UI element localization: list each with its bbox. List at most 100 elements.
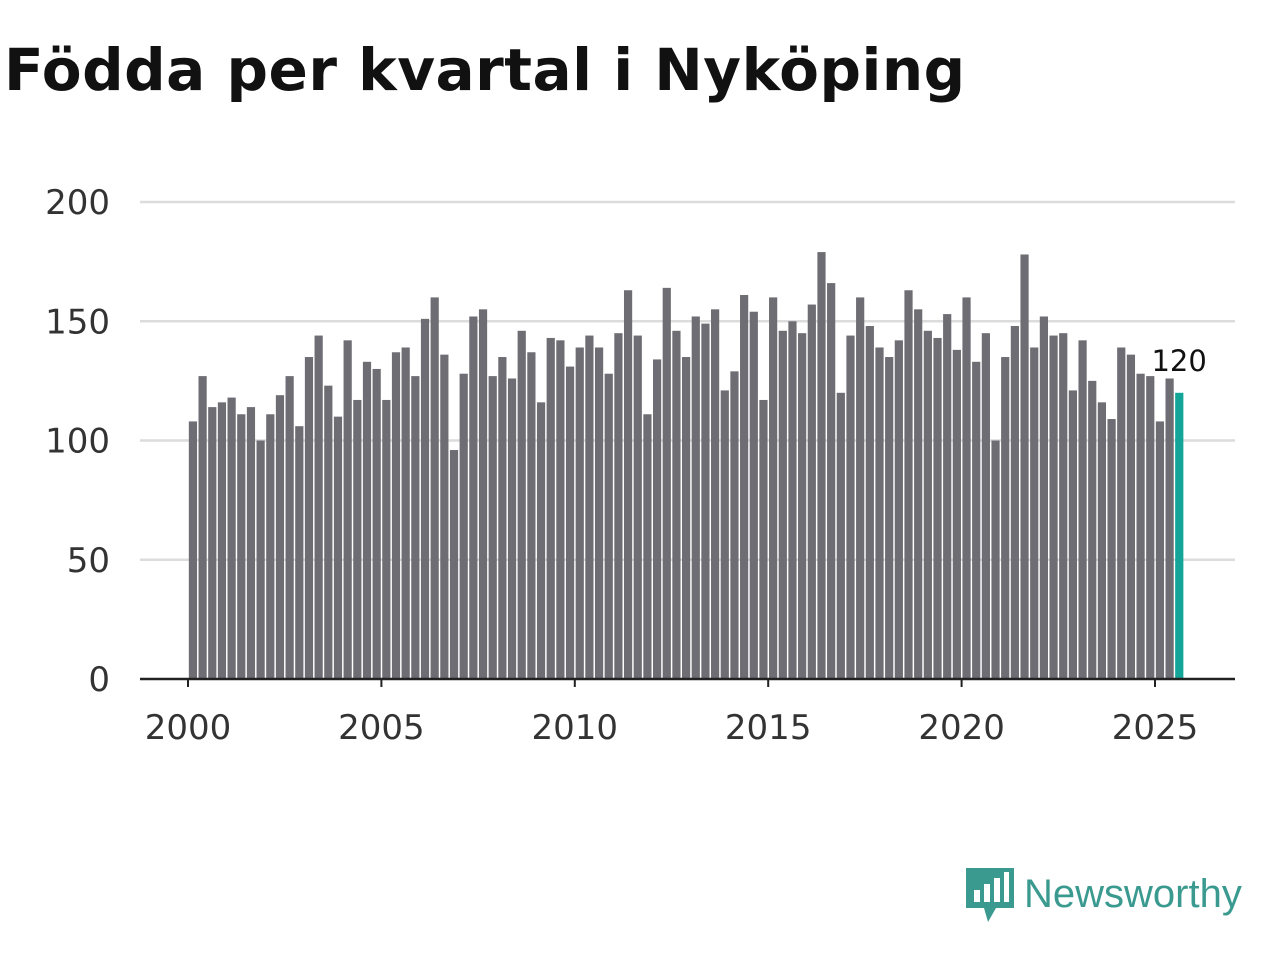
x-tick-label: 2025 [1112,708,1199,748]
bar [885,357,894,679]
bar [324,385,333,679]
bar [208,407,217,679]
bar [246,407,256,679]
bar [343,340,352,679]
bar [275,395,285,679]
bar [875,347,884,679]
bar [759,399,768,679]
bar [865,326,874,679]
bar [817,252,826,679]
bar [672,330,681,679]
bar [633,335,642,679]
x-tick-label: 2000 [145,708,232,748]
bar [507,378,517,679]
bar [740,295,749,679]
y-tick-label: 150 [45,302,110,342]
newsworthy-logo-icon [966,868,1014,922]
bar [1030,347,1039,679]
bar [1165,378,1174,679]
y-tick-label: 100 [45,422,110,462]
bar [420,318,430,679]
newsworthy-logo: Newsworthy [964,864,1242,924]
bar [962,297,971,679]
bar [517,330,526,679]
bar [952,349,961,679]
bar [827,283,836,679]
y-tick-label: 0 [88,660,110,700]
brand-name: Newsworthy [1024,871,1242,916]
bar [682,357,691,679]
bar [904,290,913,679]
bar [788,321,797,679]
bar [991,440,1000,679]
bar [1136,373,1145,679]
bar [594,347,604,679]
bar [1049,335,1058,679]
bar [304,357,314,679]
bar [1078,340,1087,679]
bar [411,376,420,679]
bar [372,368,381,679]
bar [749,311,758,679]
bar [711,309,720,679]
bar [565,366,575,679]
bar [1146,376,1155,679]
bar [498,357,507,679]
bar [256,440,265,679]
bar [1020,254,1029,679]
bar [585,335,594,679]
bar [353,399,362,679]
bar [430,297,439,679]
bar [1010,326,1019,679]
bar [623,290,633,679]
bar [730,371,739,679]
bar [333,416,343,679]
bar [217,402,227,679]
highlight-bar [1175,392,1184,679]
bar [1068,390,1078,679]
bar [778,330,787,679]
bar [295,426,304,679]
bar [469,316,478,679]
bar [382,399,391,679]
bar [575,347,584,679]
bar [856,297,865,679]
x-tick-label: 2005 [338,708,425,748]
bar [769,297,778,679]
bar [914,309,923,679]
bar [227,397,236,679]
bar [1088,380,1097,679]
bar [1117,347,1126,679]
bar [391,352,401,679]
bar [266,414,275,679]
bar [1107,419,1116,679]
bar [807,304,816,679]
bar [188,421,198,679]
x-tick-label: 2020 [918,708,1005,748]
bar [933,337,942,679]
bar [1001,357,1010,679]
bar [449,450,459,679]
bar [459,373,468,679]
bar [314,335,323,679]
bar [401,347,410,679]
y-tick-label: 200 [45,183,110,223]
bar [846,335,855,679]
bar [1155,421,1165,679]
bar [798,333,807,679]
bar [1126,354,1136,679]
bar [1097,402,1107,679]
bar [362,361,372,679]
highlight-value-label: 120 [1151,344,1206,378]
bar [1039,316,1048,679]
chart-title: Födda per kvartal i Nyköping [4,36,966,104]
bar [478,309,488,679]
x-tick-label: 2010 [532,708,619,748]
x-tick-label: 2015 [725,708,812,748]
bar [981,333,990,679]
bar [614,333,623,679]
bar [546,337,555,679]
bar [488,376,497,679]
bar [836,392,845,679]
